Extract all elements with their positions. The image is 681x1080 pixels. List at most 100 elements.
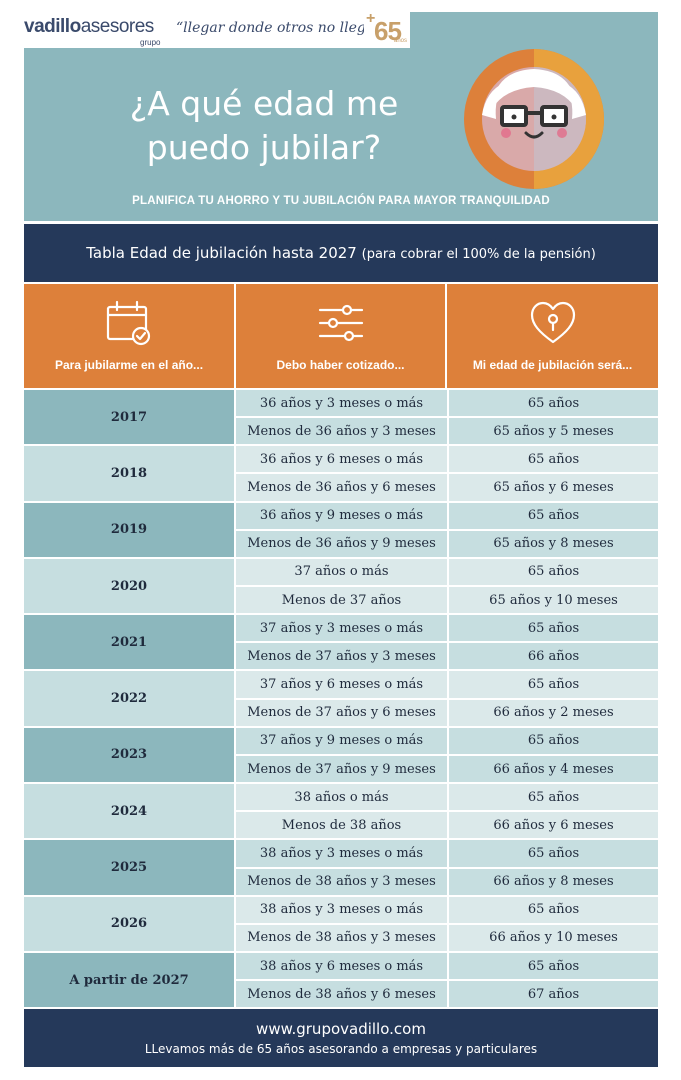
- table-row: 2025 38 años y 3 meses o más 65 años Menos …: [24, 838, 658, 895]
- sub-row: Menos de 38 años y 6 meses 67 años: [236, 979, 658, 1008]
- footer-slogan: LLevamos más de 65 años asesorando a emp…: [144, 1042, 538, 1056]
- age-cell: 65 años: [447, 390, 658, 417]
- sub-row: 37 años y 3 meses o más 65 años: [236, 615, 658, 642]
- year-cell: 2017: [24, 390, 236, 445]
- age-cell: 66 años: [447, 643, 658, 670]
- footer-url[interactable]: www.grupovadillo.com: [256, 1020, 426, 1038]
- table-title-main: Tabla Edad de jubilación hasta 2027: [86, 244, 357, 262]
- table-row: 2024 38 años o más 65 años Menos de 38 años…: [24, 782, 658, 839]
- sub-row: Menos de 37 años y 6 meses 66 años y 2 me…: [236, 697, 658, 726]
- row-detail: 37 años o más 65 años Menos de 37 años 65 a…: [236, 558, 658, 614]
- age-cell: 65 años: [447, 502, 658, 529]
- row-detail: 37 años y 6 meses o más 65 años Menos de 3…: [236, 671, 658, 726]
- row-detail: 38 años y 6 meses o más 65 años Menos de 3…: [236, 952, 658, 1008]
- table-row: 2023 37 años y 9 meses o más 65 años Menos …: [24, 725, 658, 783]
- contribution-cell: 38 años y 6 meses o más: [236, 952, 447, 980]
- table-row: 2018 36 años y 6 meses o más 65 años Menos …: [24, 444, 658, 501]
- age-cell: 65 años: [447, 615, 658, 642]
- header-age-label: Mi edad de jubilación será...: [472, 358, 633, 372]
- age-cell: 65 años: [447, 896, 658, 923]
- header-year: Para jubilarme en el año...: [24, 284, 236, 388]
- row-detail: 38 años y 3 meses o más 65 años Menos de 3…: [236, 840, 658, 895]
- row-detail: 36 años y 3 meses o más 65 años Menos de 3…: [236, 390, 658, 445]
- age-cell: 65 años: [447, 558, 658, 586]
- contribution-cell: 36 años y 3 meses o más: [236, 390, 447, 417]
- sub-row: 37 años y 6 meses o más 65 años: [236, 671, 658, 698]
- age-cell: 66 años y 10 meses: [447, 924, 658, 951]
- age-cell: 65 años y 6 meses: [447, 474, 658, 501]
- contribution-cell: Menos de 37 años: [236, 587, 447, 614]
- age-cell: 66 años y 6 meses: [447, 812, 658, 839]
- sub-row: 37 años o más 65 años: [236, 558, 658, 586]
- contribution-cell: Menos de 37 años y 6 meses: [236, 699, 447, 726]
- contribution-cell: Menos de 36 años y 3 meses: [236, 418, 447, 445]
- sub-row: Menos de 37 años y 9 meses 66 años y 4 me…: [236, 753, 658, 783]
- table-row: 2019 36 años y 9 meses o más 65 años Menos …: [24, 500, 658, 557]
- table-title-bar: Tabla Edad de jubilación hasta 2027 (par…: [24, 224, 658, 282]
- age-cell: 67 años: [447, 981, 658, 1008]
- table-header: Para jubilarme en el año... Debo haber c…: [24, 284, 658, 388]
- table-row: 2026 38 años y 3 meses o más 65 años Menos …: [24, 894, 658, 951]
- row-detail: 36 años y 6 meses o más 65 años Menos de 3…: [236, 446, 658, 501]
- contribution-cell: 38 años y 3 meses o más: [236, 896, 447, 923]
- logo-part-2: asesores: [80, 16, 155, 37]
- row-detail: 38 años o más 65 años Menos de 38 años 66 a…: [236, 784, 658, 839]
- age-cell: 66 años y 2 meses: [447, 699, 658, 726]
- title-line-1: ¿A qué edad me: [129, 84, 399, 123]
- age-cell: 65 años: [447, 952, 658, 980]
- age-cell: 65 años y 8 meses: [447, 530, 658, 557]
- heart-lock-icon: [530, 301, 575, 344]
- header-contribution: Debo haber cotizado...: [236, 284, 447, 388]
- sub-row: Menos de 38 años y 3 meses 66 años y 10 m…: [236, 922, 658, 951]
- header-age: Mi edad de jubilación será...: [447, 284, 658, 388]
- contribution-cell: Menos de 38 años: [236, 812, 447, 839]
- age-cell: 65 años y 5 meses: [447, 418, 658, 445]
- contribution-cell: 38 años y 3 meses o más: [236, 840, 447, 867]
- contribution-cell: 37 años y 3 meses o más: [236, 615, 447, 642]
- table-row: 2017 36 años y 3 meses o más 65 años Menos …: [24, 388, 658, 445]
- sub-row: Menos de 37 años y 3 meses 66 años: [236, 641, 658, 670]
- age-cell: 65 años: [447, 671, 658, 698]
- sliders-icon: [318, 304, 363, 342]
- hero-subtitle: PLANIFICA TU AHORRO Y TU JUBILACIÓN PARA…: [132, 195, 550, 207]
- table-title: Tabla Edad de jubilación hasta 2027 (par…: [24, 244, 658, 262]
- table-row: A partir de 2027 38 años y 6 meses o más 6…: [24, 950, 658, 1008]
- contribution-cell: 36 años y 9 meses o más: [236, 502, 447, 529]
- table-title-note: (para cobrar el 100% de la pensión): [361, 247, 596, 262]
- sub-row: 37 años y 9 meses o más 65 años: [236, 727, 658, 754]
- header-year-label: Para jubilarme en el año...: [54, 358, 204, 372]
- row-detail: 37 años y 3 meses o más 65 años Menos de 3…: [236, 615, 658, 670]
- footer: www.grupovadillo.com LLevamos más de 65 …: [24, 1009, 658, 1067]
- contribution-cell: Menos de 38 años y 3 meses: [236, 924, 447, 951]
- anniversary-badge: + 65 años: [364, 10, 410, 46]
- age-cell: 65 años: [447, 446, 658, 473]
- age-cell: 65 años: [447, 727, 658, 754]
- contribution-cell: 37 años o más: [236, 558, 447, 586]
- table-row: 2020 37 años o más 65 años Menos de 37 años…: [24, 556, 658, 614]
- table-body: 2017 36 años y 3 meses o más 65 años Menos …: [24, 388, 658, 1008]
- sub-row: 36 años y 6 meses o más 65 años: [236, 446, 658, 473]
- elderly-face-icon: [464, 49, 604, 189]
- logo-part-1: vadillo: [24, 16, 81, 37]
- year-cell: 2022: [24, 671, 236, 726]
- contribution-cell: Menos de 37 años y 9 meses: [236, 755, 447, 783]
- title-line-2: puedo jubilar?: [146, 128, 382, 167]
- row-detail: 37 años y 9 meses o más 65 años Menos de 3…: [236, 727, 658, 783]
- year-cell: 2024: [24, 784, 236, 839]
- sub-row: 38 años y 6 meses o más 65 años: [236, 952, 658, 980]
- calendar-check-icon: [106, 300, 151, 346]
- retirement-table: Para jubilarme en el año... Debo haber c…: [24, 284, 658, 1008]
- brand-tagline: “llegar donde otros no llegan”: [176, 20, 391, 36]
- sub-row: Menos de 36 años y 6 meses 65 años y 6 me…: [236, 472, 658, 501]
- sub-row: 36 años y 9 meses o más 65 años: [236, 502, 658, 529]
- sub-row: Menos de 36 años y 9 meses 65 años y 8 me…: [236, 528, 658, 557]
- sub-row: 36 años y 3 meses o más 65 años: [236, 390, 658, 417]
- year-cell: 2023: [24, 727, 236, 783]
- sub-row: Menos de 36 años y 3 meses 65 años y 5 me…: [236, 416, 658, 445]
- logo-sub: grupo: [140, 38, 161, 47]
- contribution-cell: 38 años o más: [236, 784, 447, 811]
- sub-row: 38 años y 3 meses o más 65 años: [236, 896, 658, 923]
- badge-number: 65: [374, 16, 402, 46]
- badge-plus: +: [366, 10, 376, 27]
- row-detail: 36 años y 9 meses o más 65 años Menos de 3…: [236, 502, 658, 557]
